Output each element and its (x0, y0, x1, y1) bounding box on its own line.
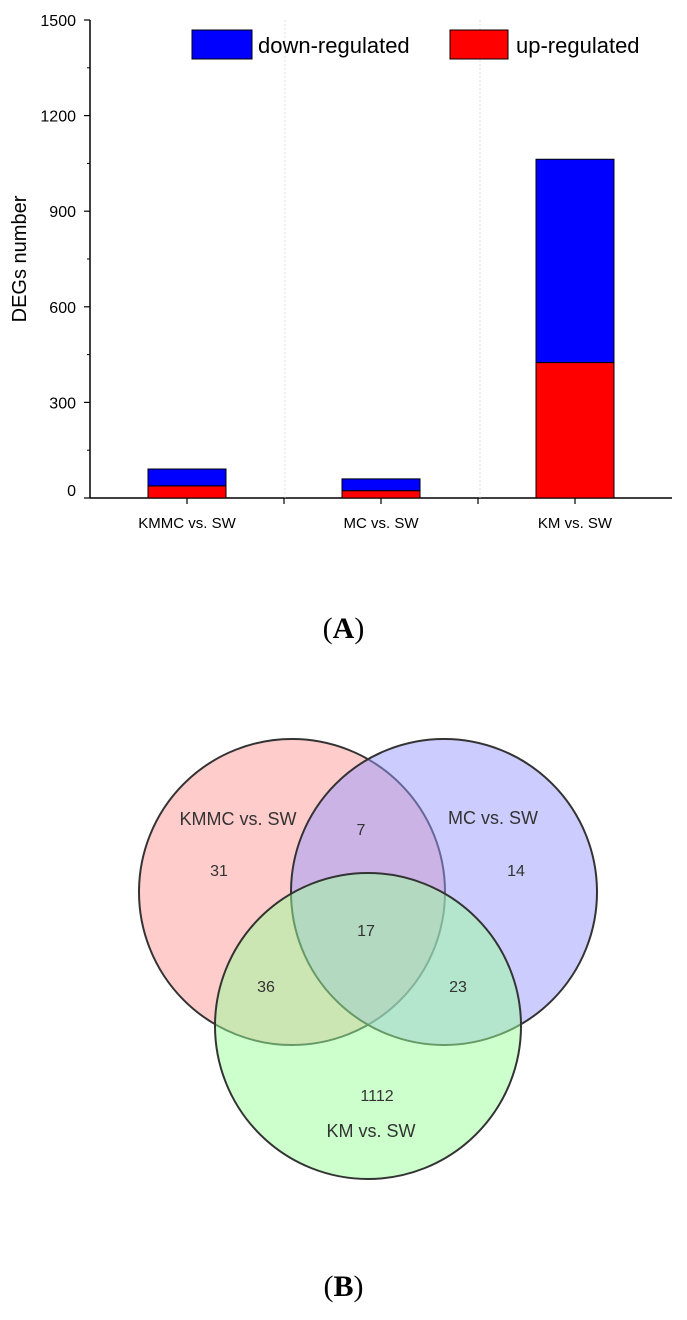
venn-count-only-mc: 14 (507, 863, 525, 880)
x-tick-label-mc: MC vs. SW (344, 515, 420, 532)
bars (147, 158, 615, 499)
venn-circle-km (214, 872, 522, 1180)
y-axis-label: DEGs number (9, 195, 31, 322)
legend-swatch-down (191, 29, 253, 60)
venn-set-label-km: KM vs. SW (327, 1121, 416, 1141)
panel-label-a: (A) (322, 612, 365, 645)
bar-km-up (535, 362, 615, 499)
legend-label-up: up-regulated (516, 33, 640, 58)
y-tick-label-1200: 1200 (40, 109, 76, 126)
y-tick-label-0: 0 (67, 483, 76, 500)
y-tick-label-900: 900 (49, 204, 76, 221)
bar-kmmc-up (147, 485, 227, 499)
panel-label-b: (B) (323, 1270, 364, 1303)
venn-set-label-kmmc: KMMC vs. SW (180, 809, 297, 829)
venn-count-only-kmmc: 31 (210, 863, 228, 880)
venn-count-kmmc-mc: 7 (357, 822, 366, 839)
legend-label-down: down-regulated (258, 33, 410, 58)
x-tick-label-km: KM vs. SW (538, 515, 613, 532)
venn-count-only-km: 1112 (360, 1088, 393, 1105)
venn-count-all: 17 (357, 923, 375, 940)
venn-count-mc-km: 23 (449, 979, 467, 996)
bar-km-down (535, 158, 615, 364)
bar-mc-down (341, 478, 421, 492)
bar-mc-up (341, 490, 421, 499)
bar-kmmc-down (147, 468, 227, 487)
y-tick-label-1500: 1500 (40, 13, 76, 30)
legend: down-regulated up-regulated (191, 29, 640, 60)
venn-set-label-mc: MC vs. SW (448, 808, 538, 828)
y-ticks: 0 300 600 900 1200 1500 (40, 13, 90, 500)
x-ticks: KMMC vs. SW MC vs. SW KM vs. SW (138, 498, 613, 532)
y-tick-label-300: 300 (49, 395, 76, 412)
venn-count-kmmc-km: 36 (257, 979, 275, 996)
venn-diagram: KMMC vs. SW MC vs. SW KM vs. SW 31 7 14 … (138, 738, 598, 1180)
y-tick-label-600: 600 (49, 300, 76, 317)
x-tick-label-kmmc: KMMC vs. SW (138, 515, 236, 532)
legend-swatch-up (449, 29, 509, 60)
